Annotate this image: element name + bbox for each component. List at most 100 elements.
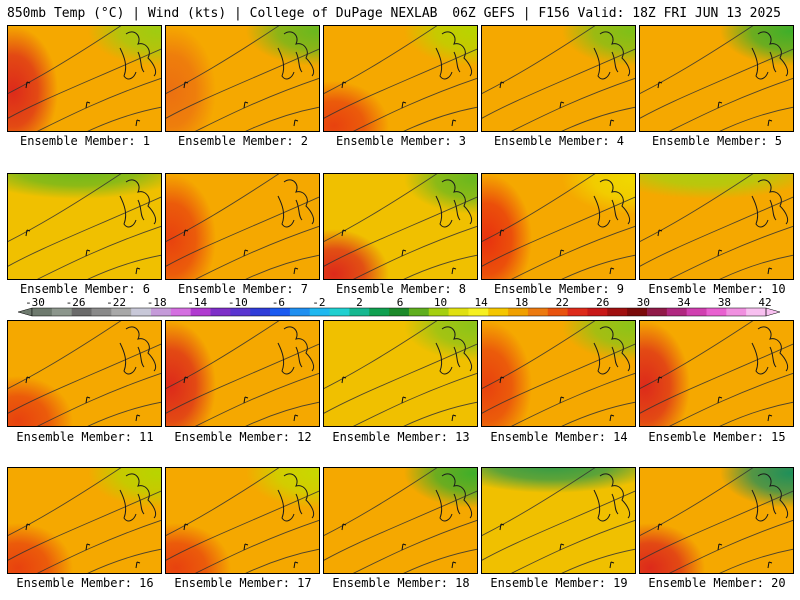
- height-contour: [87, 106, 161, 131]
- wind-barb: [499, 376, 505, 384]
- colorbar-swatch: [151, 308, 172, 316]
- height-contour: [482, 174, 596, 242]
- ensemble-member-label: Ensemble Member: 16: [16, 576, 154, 590]
- wind-barb: [85, 396, 91, 404]
- height-contour: [669, 519, 793, 573]
- height-contour: [37, 77, 161, 131]
- great-lakes-outline: [751, 326, 789, 375]
- wind-barb: [25, 229, 31, 237]
- height-contour: [561, 548, 635, 573]
- wind-barb: [293, 414, 299, 422]
- colorbar-swatch: [746, 308, 767, 316]
- colorbar-tick-label: 42: [758, 296, 771, 309]
- height-contour: [166, 468, 280, 536]
- temperature-field: [482, 26, 635, 131]
- temperature-colorbar: -30 -26 -22 -18 -14 -10 -6 -2 2 6 10 14 18 22 26 30 34 38…: [17, 296, 781, 317]
- wind-barb: [243, 543, 249, 551]
- ensemble-member-label: Ensemble Member: 19: [490, 576, 628, 590]
- colorbar-swatch: [111, 308, 132, 316]
- great-lakes-outline: [751, 31, 789, 80]
- great-lakes-outline: [593, 179, 631, 228]
- great-lakes-outline: [435, 31, 473, 80]
- colorbar-swatch: [389, 308, 410, 316]
- wind-barb: [243, 101, 249, 109]
- great-lakes-outline: [277, 326, 315, 375]
- wind-barb: [499, 229, 505, 237]
- great-lakes-outline: [119, 179, 157, 228]
- colorbar-swatch: [71, 308, 92, 316]
- colorbar-tick-label: -2: [312, 296, 325, 309]
- wind-barb: [25, 376, 31, 384]
- warm-anomaly-region: [324, 229, 389, 279]
- cool-anomaly-region: [562, 174, 635, 214]
- height-contour: [37, 225, 161, 279]
- height-contour: [324, 26, 438, 94]
- great-lakes-outline: [435, 179, 473, 228]
- height-contour: [245, 106, 319, 131]
- ensemble-member-map: [323, 25, 478, 132]
- colorbar-swatch: [468, 308, 489, 316]
- warm-anomaly-region: [640, 321, 690, 426]
- cool-anomaly-region: [562, 321, 635, 361]
- height-contour: [87, 254, 161, 279]
- colorbar-tick-label: 26: [596, 296, 609, 309]
- wind-barb: [609, 561, 615, 569]
- colorbar-tick-label: -22: [106, 296, 126, 309]
- wind-barb: [293, 267, 299, 275]
- map-title: 850mb Temp (°C) | Wind (kts) | College o…: [7, 6, 438, 21]
- warm-anomaly-region: [482, 174, 532, 279]
- wind-barb: [717, 101, 723, 109]
- ensemble-member-map: [639, 25, 794, 132]
- ensemble-member-map: [7, 173, 162, 280]
- height-contour: [195, 225, 319, 279]
- height-contour: [8, 196, 161, 267]
- wind-barb: [559, 543, 565, 551]
- height-contour: [482, 343, 635, 414]
- ensemble-member-label: Ensemble Member: 3: [335, 134, 467, 148]
- ensemble-member-label: Ensemble Member: 9: [493, 282, 625, 296]
- ensemble-member-map: [165, 320, 320, 427]
- height-contour: [353, 519, 477, 573]
- colorbar-swatch: [51, 308, 73, 316]
- wind-barb: [609, 119, 615, 127]
- temperature-field: [8, 321, 161, 426]
- height-contour: [8, 321, 122, 389]
- temperature-field: [324, 174, 477, 279]
- colorbar-tick-label: 10: [434, 296, 447, 309]
- wind-barb: [451, 267, 457, 275]
- ensemble-member-map: [7, 467, 162, 574]
- ensemble-member-label: Ensemble Member: 17: [174, 576, 312, 590]
- colorbar-tick-label: 6: [397, 296, 404, 309]
- ensemble-member-label: Ensemble Member: 18: [332, 576, 470, 590]
- ensemble-member-label: Ensemble Member: 8: [335, 282, 467, 296]
- wind-barb: [451, 561, 457, 569]
- colorbar-swatch: [488, 308, 509, 316]
- wind-barb: [767, 119, 773, 127]
- colorbar-swatch: [408, 308, 430, 316]
- height-contour: [353, 225, 477, 279]
- wind-barb: [135, 119, 141, 127]
- warm-anomaly-region: [166, 321, 216, 426]
- wind-barb: [451, 119, 457, 127]
- height-contour: [245, 254, 319, 279]
- height-contour: [640, 174, 754, 242]
- temperature-field: [640, 468, 793, 573]
- temperature-field: [640, 174, 793, 279]
- height-contour: [719, 254, 793, 279]
- height-contour: [482, 321, 596, 389]
- wind-barb: [717, 249, 723, 257]
- wind-barb: [183, 81, 189, 89]
- great-lakes-outline: [277, 473, 315, 522]
- height-contour: [403, 254, 477, 279]
- cool-anomaly-region: [88, 26, 161, 66]
- height-contour: [324, 174, 438, 242]
- colorbar-swatch: [91, 308, 112, 316]
- colorbar-swatch: [289, 308, 311, 316]
- temperature-field: [640, 321, 793, 426]
- wind-barb: [341, 81, 347, 89]
- ensemble-member-label: Ensemble Member: 20: [648, 576, 786, 590]
- colorbar-swatch: [706, 308, 727, 316]
- colorbar-tick-label: -30: [25, 296, 45, 309]
- wind-barb: [85, 249, 91, 257]
- wind-barb: [243, 396, 249, 404]
